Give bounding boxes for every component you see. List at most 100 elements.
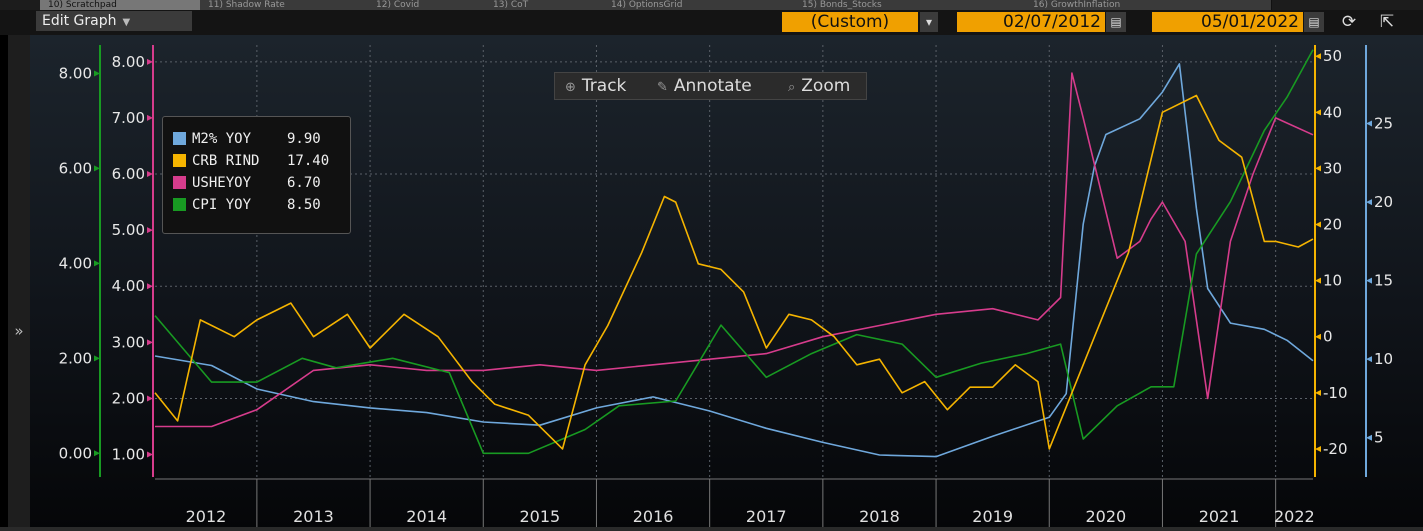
axis-tick — [147, 451, 153, 458]
m2-series-line — [154, 63, 1314, 458]
axis-tick-label: 3.00 — [112, 333, 145, 351]
year-label: 2021 — [1199, 507, 1240, 526]
refresh-button[interactable]: ⟳ — [1338, 12, 1360, 32]
graph-toolbar: Edit Graph ▼ (Custom) ▾ 02/07/2012 ▤ 05/0… — [0, 10, 1423, 35]
axis-tick — [1315, 165, 1321, 172]
zoom-button[interactable]: ⌕ Zoom — [782, 73, 856, 99]
axis-tick — [1315, 389, 1321, 396]
legend-entry-cpi: CPI YOY 8.50 — [173, 195, 321, 215]
chart-area: 2012 2013 2014 2015 2016 2017 2018 2019 2020 2021… — [30, 35, 1423, 531]
year-label: 2017 — [746, 507, 787, 526]
legend-name: M2% YOY — [192, 131, 252, 147]
axis-tick-label: 30 — [1323, 159, 1342, 177]
axis-tick — [94, 260, 100, 267]
axis-tick — [1315, 53, 1321, 60]
popout-icon: ⇱ — [1379, 12, 1395, 32]
axis-tick — [147, 114, 153, 121]
period-dropdown-button[interactable]: ▾ — [920, 12, 938, 32]
start-date-value: 02/07/2012 — [1003, 12, 1101, 32]
axis-tick-label: 8.00 — [112, 53, 145, 71]
legend-swatch — [173, 198, 186, 211]
axis-tick — [147, 395, 153, 402]
tab-2[interactable]: 12) Covid — [368, 0, 493, 10]
chevron-down-icon: ▼ — [122, 17, 131, 28]
legend-value: 8.50 — [287, 197, 321, 213]
legend-entry-crb: CRB RIND 17.40 — [173, 151, 329, 171]
end-date-value: 05/01/2022 — [1201, 12, 1299, 32]
start-date-field[interactable]: 02/07/2012 — [957, 12, 1105, 32]
popout-button[interactable]: ⇱ — [1376, 12, 1398, 32]
axis-tick-label: 8.00 — [59, 64, 92, 82]
axis-tick-label: 1.00 — [112, 446, 145, 464]
axis-tick — [1315, 445, 1321, 452]
annotate-button[interactable]: ✎ Annotate — [651, 73, 758, 99]
axis-tick-label: 25 — [1374, 115, 1393, 133]
chevron-down-icon: ▾ — [925, 15, 933, 29]
axis-tick-label: -10 — [1323, 384, 1348, 402]
year-label: 2018 — [859, 507, 900, 526]
axis-tick — [1366, 199, 1372, 206]
annotate-label: Annotate — [673, 76, 752, 96]
axis-tick — [1315, 277, 1321, 284]
edit-graph-label: Edit Graph — [42, 13, 117, 29]
crb-series-line — [154, 94, 1314, 450]
year-label: 2022 — [1274, 507, 1315, 526]
refresh-icon: ⟳ — [1341, 12, 1357, 32]
year-label: 2015 — [520, 507, 561, 526]
axis-tick-label: 0.00 — [59, 444, 92, 462]
period-select[interactable]: (Custom) — [782, 12, 918, 32]
track-button[interactable]: ⊕ Track — [559, 73, 632, 99]
crosshair-icon: ⊕ — [565, 80, 576, 95]
axis-tick — [1315, 109, 1321, 116]
calendar-icon: ▤ — [1308, 15, 1320, 29]
edit-graph-button[interactable]: Edit Graph ▼ — [36, 11, 192, 31]
axis-tick-label: 5.00 — [112, 221, 145, 239]
cpi-series-line — [154, 49, 1314, 455]
axis-tick-label: 6.00 — [59, 159, 92, 177]
chart-svg: 2012 2013 2014 2015 2016 2017 2018 2019 2020 2021… — [59, 45, 1393, 531]
axis-tick — [147, 283, 153, 290]
end-calendar-button[interactable]: ▤ — [1304, 12, 1324, 32]
axis-tick — [1366, 356, 1372, 363]
axis-tick-label: 20 — [1374, 193, 1393, 211]
tab-5[interactable]: 15) Bonds_Stocks — [794, 0, 1031, 10]
axis-tick — [1315, 221, 1321, 228]
axis-tick — [94, 450, 100, 457]
tab-1[interactable]: 11) Shadow Rate — [200, 0, 375, 10]
start-calendar-button[interactable]: ▤ — [1106, 12, 1126, 32]
axis-tick-label: 4.00 — [112, 277, 145, 295]
axis-tick-label: 2.00 — [112, 389, 145, 407]
tab-0[interactable]: 10) Scratchpad — [40, 0, 207, 10]
tab-4[interactable]: 14) OptionsGrid — [603, 0, 800, 10]
calendar-icon: ▤ — [1110, 15, 1122, 29]
bottom-strip — [0, 527, 1423, 531]
tab-strip: 10) Scratchpad 11) Shadow Rate 12) Covid 13… — [0, 0, 1423, 10]
legend-swatch — [173, 154, 186, 167]
axis-tick-label: 40 — [1323, 103, 1342, 121]
axis-tick — [147, 58, 153, 65]
period-value: (Custom) — [810, 12, 890, 32]
pencil-icon: ✎ — [657, 80, 668, 95]
magnifier-icon: ⌕ — [788, 80, 796, 95]
axis-tick-label: 7.00 — [112, 109, 145, 127]
axis-tick-label: 5 — [1374, 429, 1384, 447]
left-rail: » — [8, 35, 30, 531]
year-label: 2016 — [633, 507, 674, 526]
axis-tick — [147, 339, 153, 346]
legend-value: 9.90 — [287, 131, 321, 147]
double-chevron-right-icon: » — [14, 322, 24, 340]
end-date-field[interactable]: 05/01/2022 — [1152, 12, 1303, 32]
track-label: Track — [581, 76, 627, 96]
axis-tick — [94, 70, 100, 77]
tab-3[interactable]: 13) CoT — [485, 0, 610, 10]
axis-tick — [1366, 277, 1372, 284]
legend-value: 17.40 — [287, 153, 330, 169]
expand-panel-button[interactable]: » — [8, 319, 30, 343]
zoom-label: Zoom — [801, 76, 851, 96]
axis-tick-label: 0 — [1323, 328, 1333, 346]
chart-legend: M2% YOY 9.90 CRB RIND 17.40 USHEYOY 6.70 CP… — [162, 116, 351, 234]
tab-6[interactable]: 16) GrowthInflation — [1025, 0, 1272, 10]
legend-name: CRB RIND — [192, 153, 260, 169]
ushe-series-line — [155, 72, 1314, 428]
axis-tick — [94, 165, 100, 172]
